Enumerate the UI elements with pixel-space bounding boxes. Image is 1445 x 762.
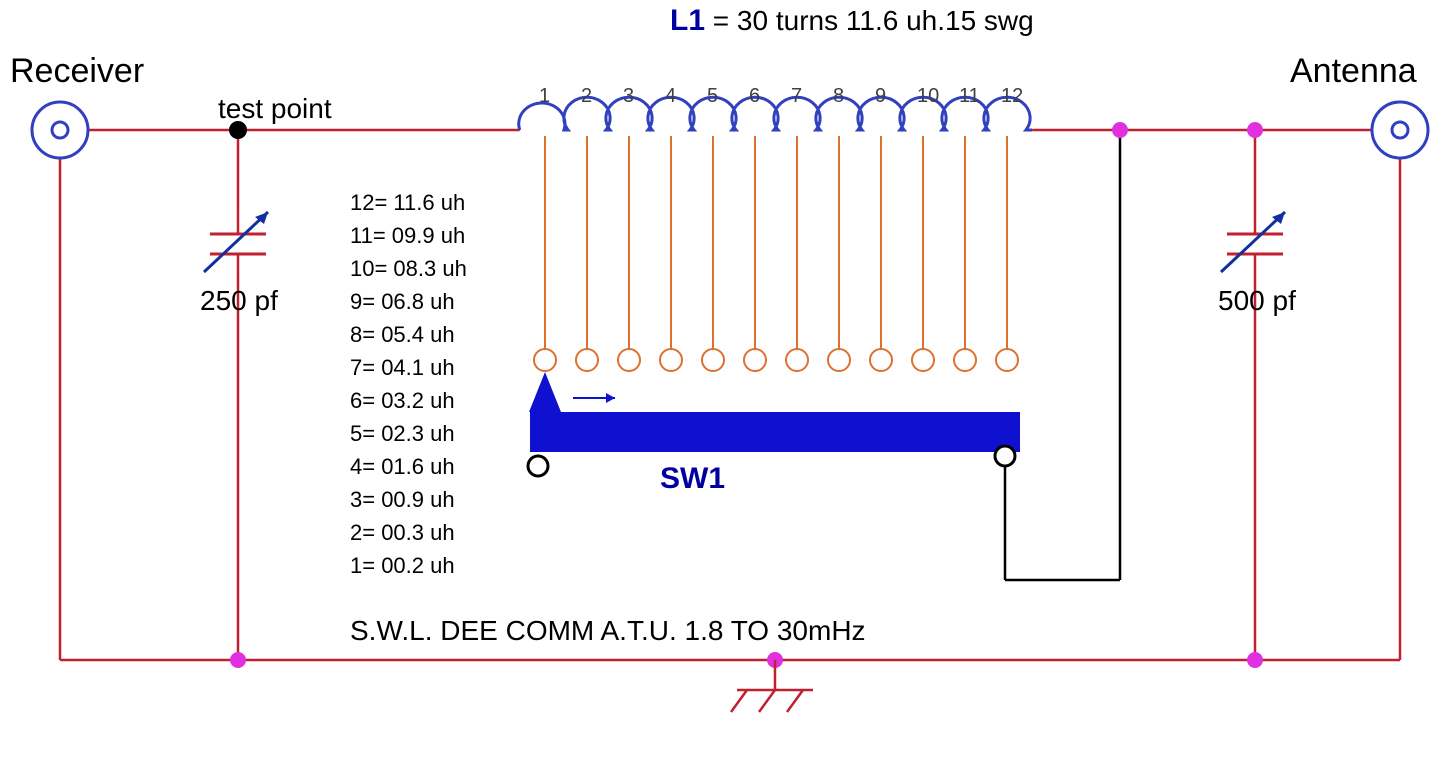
tap-table-row-4: 4= 01.6 uh bbox=[350, 454, 455, 479]
tap-number-10: 10 bbox=[917, 85, 939, 107]
tap-table-row-12: 12= 11.6 uh bbox=[350, 190, 465, 215]
tap-contact-5 bbox=[702, 349, 724, 371]
tap-number-11: 11 bbox=[959, 85, 980, 107]
tap-table-row-9: 9= 06.8 uh bbox=[350, 289, 455, 314]
ground-symbol bbox=[731, 660, 813, 712]
c1-value: 250 pf bbox=[200, 285, 278, 316]
node-c2-bottom bbox=[1247, 652, 1263, 668]
inductor-l1 bbox=[519, 97, 1032, 130]
tap-number-8: 8 bbox=[833, 85, 844, 107]
tap-contact-12 bbox=[996, 349, 1018, 371]
footer-label: S.W.L. DEE COMM A.T.U. 1.8 TO 30mHz bbox=[350, 615, 866, 646]
c2-value: 500 pf bbox=[1218, 285, 1296, 316]
tap-table-row-1: 1= 00.2 uh bbox=[350, 553, 455, 578]
tap-contact-4 bbox=[660, 349, 682, 371]
switch-selector bbox=[529, 372, 561, 412]
tap-contact-6 bbox=[744, 349, 766, 371]
tap-contact-8 bbox=[828, 349, 850, 371]
tap-number-9: 9 bbox=[875, 85, 886, 107]
test-point-label: test point bbox=[218, 93, 332, 124]
title: L1 = 30 turns 11.6 uh.15 swg bbox=[670, 4, 1034, 37]
tap-table-row-5: 5= 02.3 uh bbox=[350, 421, 455, 446]
receiver-connector bbox=[32, 102, 88, 158]
tap-contact-10 bbox=[912, 349, 934, 371]
tap-table-row-11: 11= 09.9 uh bbox=[350, 223, 465, 248]
tap-contact-1 bbox=[534, 349, 556, 371]
tap-number-7: 7 bbox=[791, 85, 802, 107]
tap-table-row-6: 6= 03.2 uh bbox=[350, 388, 455, 413]
tap-table-row-2: 2= 00.3 uh bbox=[350, 520, 455, 545]
tap-table-row-10: 10= 08.3 uh bbox=[350, 256, 467, 281]
node-ant-top bbox=[1112, 122, 1128, 138]
switch-pivot-left bbox=[528, 456, 548, 476]
tap-number-12: 12 bbox=[1001, 85, 1023, 107]
tap-contact-3 bbox=[618, 349, 640, 371]
schematic-svg: 123456789101112SW1L1 = 30 turns 11.6 uh.… bbox=[0, 0, 1445, 762]
antenna-connector bbox=[1372, 102, 1428, 158]
node-c2-top bbox=[1247, 122, 1263, 138]
tap-number-6: 6 bbox=[749, 85, 760, 107]
switch-label: SW1 bbox=[660, 462, 725, 495]
tap-number-4: 4 bbox=[665, 85, 676, 107]
switch-pivot-right bbox=[995, 446, 1015, 466]
tap-table-row-3: 3= 00.9 uh bbox=[350, 487, 455, 512]
tap-number-5: 5 bbox=[707, 85, 718, 107]
tap-table-row-7: 7= 04.1 uh bbox=[350, 355, 455, 380]
tap-contact-11 bbox=[954, 349, 976, 371]
tap-contact-9 bbox=[870, 349, 892, 371]
tap-table-row-8: 8= 05.4 uh bbox=[350, 322, 455, 347]
switch-bar bbox=[530, 412, 1020, 452]
node-c1-bottom bbox=[230, 652, 246, 668]
antenna-label: Antenna bbox=[1290, 52, 1417, 90]
tap-number-1: 1 bbox=[539, 85, 550, 107]
tap-number-2: 2 bbox=[581, 85, 592, 107]
tap-number-3: 3 bbox=[623, 85, 634, 107]
receiver-label: Receiver bbox=[10, 52, 144, 90]
tap-contact-2 bbox=[576, 349, 598, 371]
tap-contact-7 bbox=[786, 349, 808, 371]
